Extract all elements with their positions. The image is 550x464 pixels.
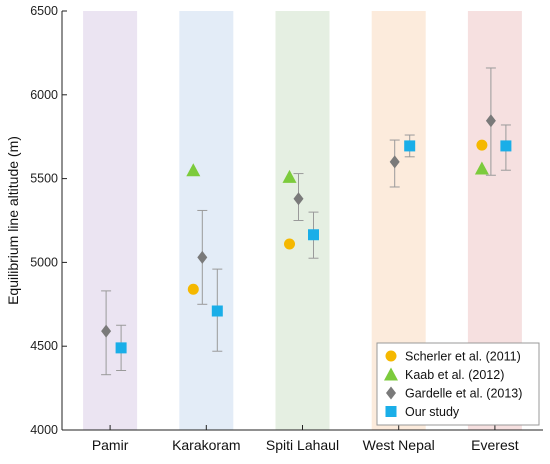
point-3-1 [211, 305, 223, 317]
legend-label-3: Our study [405, 405, 460, 419]
x-tick-label-3: West Nepal [363, 437, 435, 453]
band-1 [179, 11, 234, 430]
x-tick-label-2: Spiti Lahaul [266, 437, 339, 453]
data-markers [101, 114, 512, 354]
point-0-1 [284, 238, 295, 250]
legend-box [376, 342, 540, 426]
legend-label-1: Kaab et al. (2012) [405, 368, 504, 382]
point-2-4 [485, 114, 496, 128]
x-tick-label-0: Pamir [92, 437, 129, 453]
point-2-2 [293, 192, 304, 206]
legend-label-2: Gardelle et al. (2013) [405, 387, 522, 401]
band-0 [83, 11, 138, 430]
y-tick-label-6500: 6500 [30, 4, 58, 18]
legend-marker-0 [385, 350, 397, 362]
axes: 4000 4500 5000 5500 6000 6500 Pamir Karakoram Sp… [30, 4, 543, 453]
y-axis-title: Equilibrium line altitude (m) [5, 136, 21, 305]
y-tick-label-5000: 5000 [30, 255, 58, 269]
point-0-2 [476, 139, 488, 151]
point-2-3 [389, 155, 400, 169]
y-tick-label-5500: 5500 [30, 172, 58, 186]
x-tick-label-4: Everest [471, 437, 519, 453]
point-1-2 [474, 161, 489, 175]
point-3-4 [500, 140, 512, 152]
y-tick-label-6000: 6000 [30, 88, 58, 102]
point-0-0 [187, 283, 199, 295]
legend-marker-2 [386, 386, 396, 400]
point-2-0 [101, 324, 112, 338]
x-tick-label-1: Karakoram [172, 437, 240, 453]
legend-marker-3 [385, 406, 397, 417]
point-2-1 [197, 250, 208, 264]
y-tick-label-4500: 4500 [30, 339, 58, 353]
point-1-0 [186, 163, 201, 177]
point-1-1 [282, 169, 297, 183]
legend: Scherler et al. (2011) Kaab et al. (2012)… [376, 342, 540, 426]
point-3-2 [308, 229, 319, 241]
point-3-3 [404, 140, 416, 152]
legend-label-0: Scherler et al. (2011) [405, 350, 521, 364]
y-tick-label-4000: 4000 [30, 423, 58, 437]
legend-marker-1 [384, 367, 398, 381]
point-3-0 [115, 342, 127, 354]
